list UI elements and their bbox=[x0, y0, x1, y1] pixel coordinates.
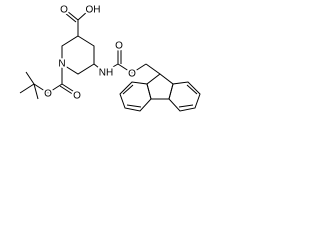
atom-label: O bbox=[128, 69, 136, 80]
bond bbox=[186, 84, 198, 95]
bond bbox=[47, 83, 63, 94]
atom-label: O bbox=[44, 89, 52, 100]
bonds bbox=[19, 10, 201, 112]
bond bbox=[33, 83, 39, 100]
bond bbox=[178, 104, 194, 108]
structure-diagram: O OH N NH O O O O bbox=[19, 3, 201, 112]
atom-label: O bbox=[73, 91, 81, 102]
atom-label: NH bbox=[99, 68, 113, 79]
atom-labels: O OH N NH O O O O bbox=[42, 3, 138, 104]
atom-label: OH bbox=[86, 5, 101, 16]
atom-label: O bbox=[60, 5, 68, 16]
bond bbox=[61, 83, 77, 94]
ring-bonds bbox=[168, 81, 201, 112]
bond bbox=[77, 10, 89, 21]
bond bbox=[122, 84, 134, 95]
bond bbox=[93, 63, 105, 73]
atom-label: O bbox=[115, 41, 123, 52]
bond bbox=[66, 10, 79, 21]
ring-bonds bbox=[146, 73, 174, 100]
bond bbox=[103, 63, 119, 73]
bond bbox=[33, 83, 49, 94]
bond bbox=[64, 12, 77, 23]
bond bbox=[19, 83, 35, 94]
bond bbox=[131, 63, 147, 74]
ring-bonds bbox=[119, 81, 152, 112]
bond bbox=[126, 104, 142, 108]
bond bbox=[145, 63, 161, 75]
bond bbox=[59, 85, 75, 96]
atom-label: N bbox=[58, 59, 65, 70]
bond bbox=[25, 71, 35, 85]
bond bbox=[117, 63, 133, 74]
ring-bonds bbox=[61, 35, 95, 75]
